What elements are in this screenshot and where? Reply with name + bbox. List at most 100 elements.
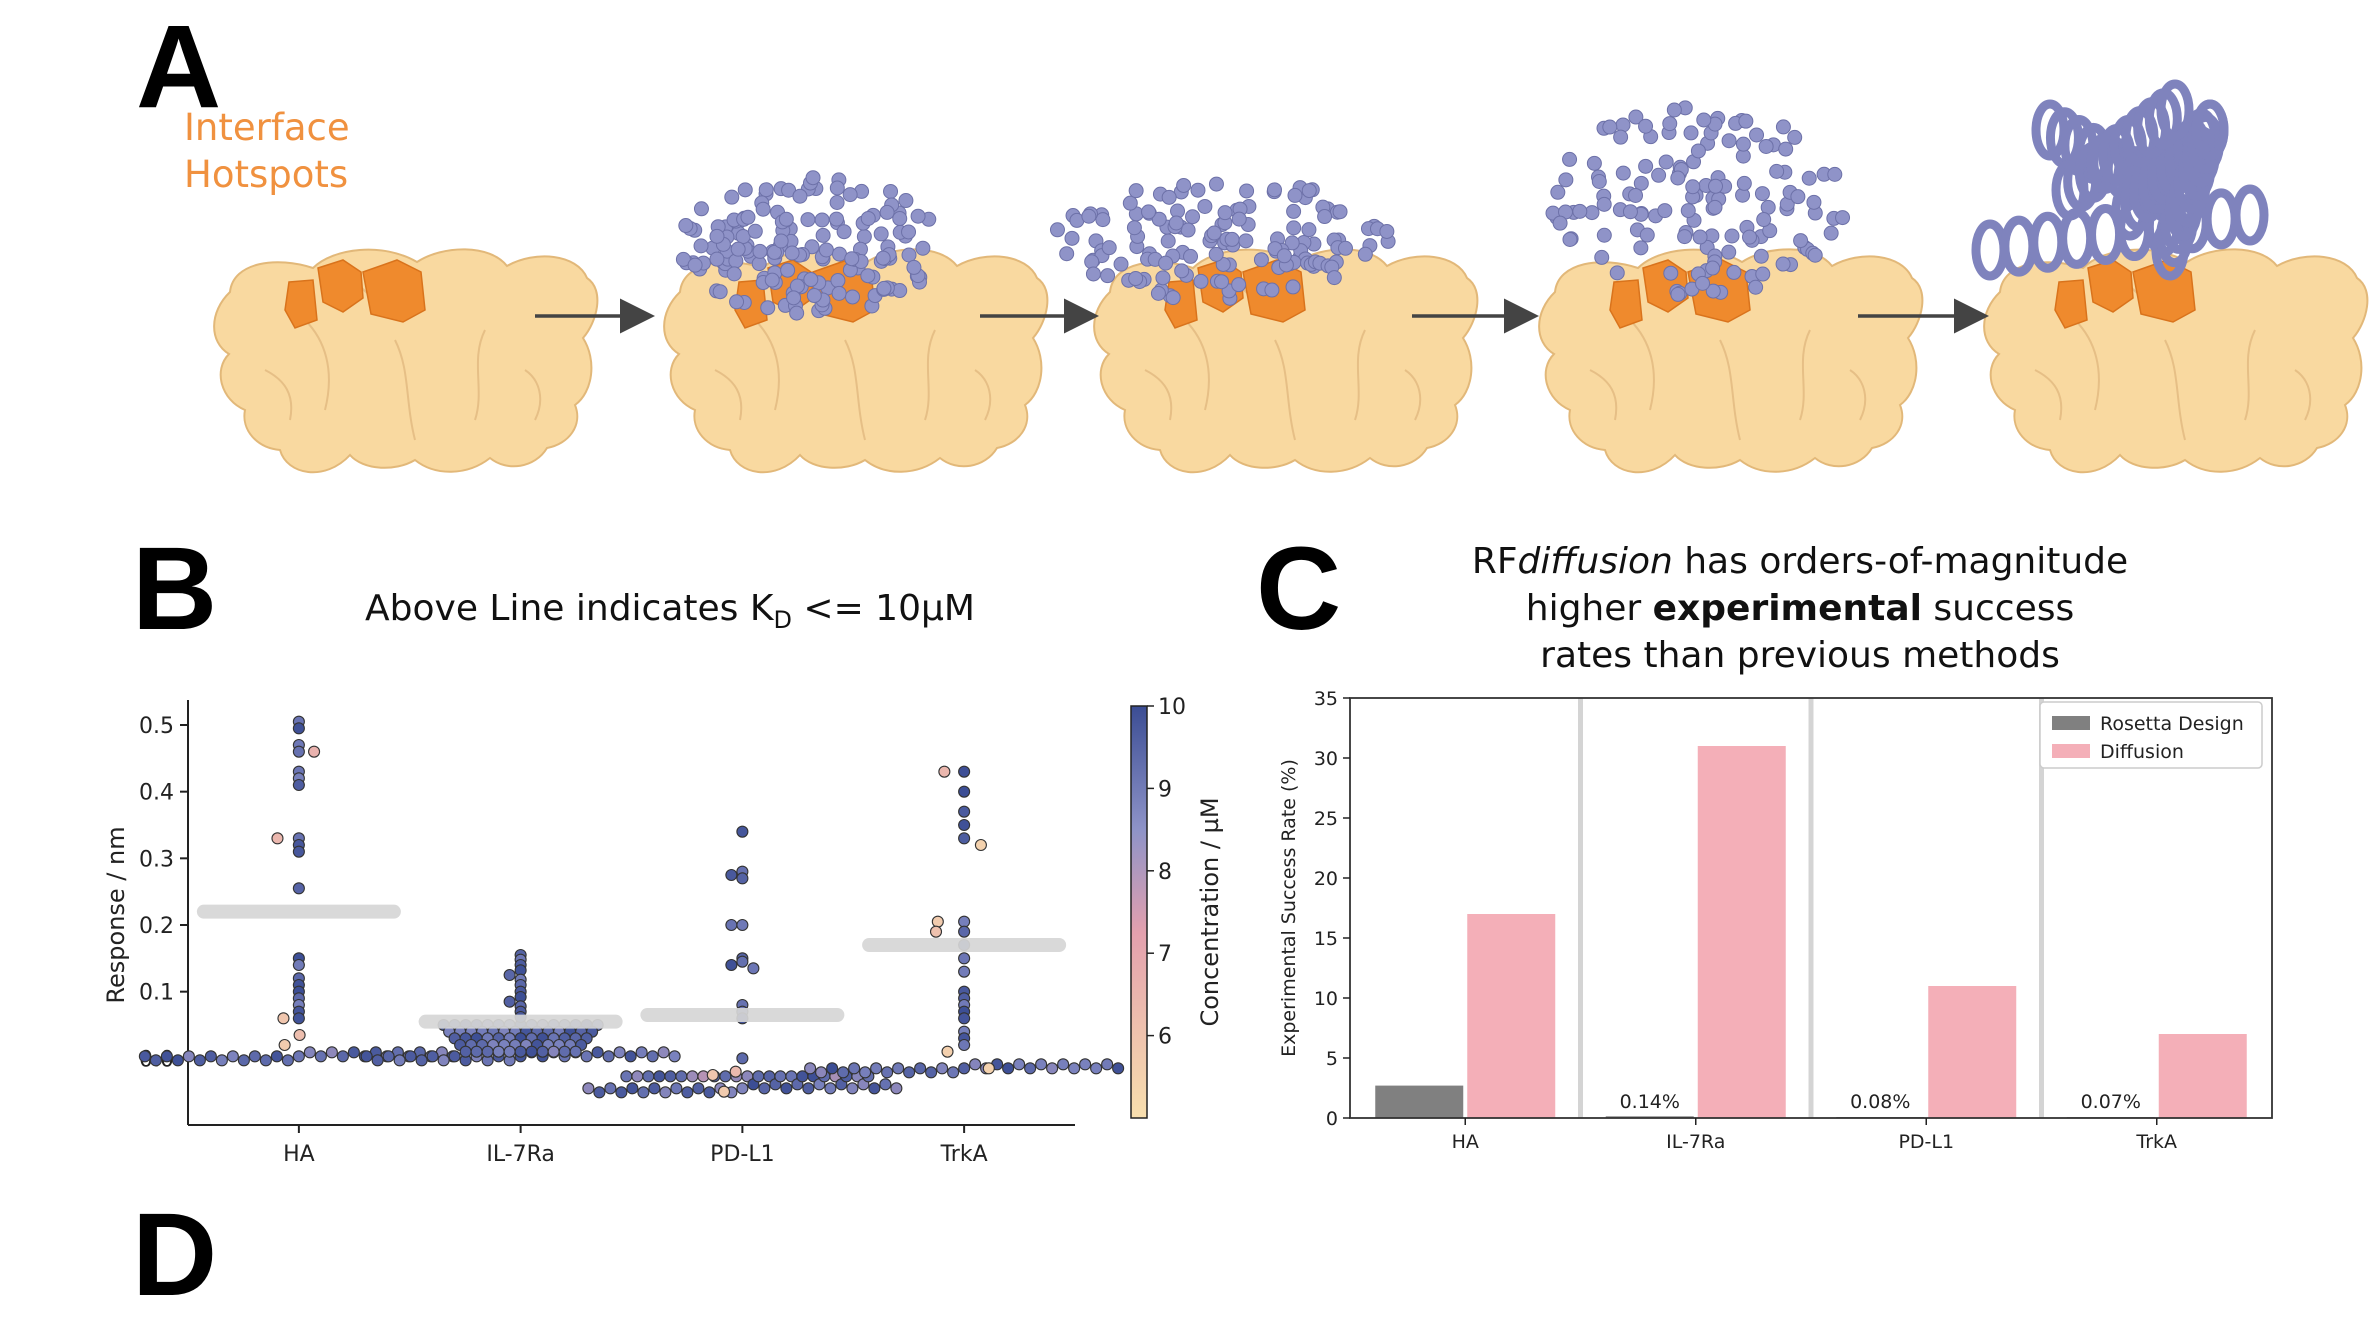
target-protein-surface-1 [213,248,599,474]
y-tick-label: 0.2 [139,914,174,939]
binder-sphere [1253,252,1269,268]
swarm-point [1002,1062,1015,1075]
swarm-point [725,918,738,932]
binder-sphere [1550,184,1566,200]
swarm-point [758,1082,771,1095]
swarm-point [292,845,305,858]
binder-sphere [726,266,742,282]
binder-sphere [747,223,763,239]
binder-sphere [1287,187,1303,203]
binder-sphere [764,272,780,288]
binder-sphere [766,244,782,260]
chart-b-title-main: Above Line indicates K [365,588,774,629]
swarm-point [292,745,305,758]
swarm-point [736,872,749,885]
binder-sphere [1190,182,1206,198]
binder-sphere [1613,129,1629,145]
swarm-point [293,1028,306,1042]
swarm-point [635,1046,648,1059]
binder-sphere-cloud-1 [675,170,937,321]
binder-sphere [1663,265,1679,281]
helix-4 [2151,99,2229,281]
swarm-point [958,1062,971,1075]
swarm-point [536,1045,549,1058]
binder-sphere [844,251,860,267]
binder-sphere [1193,273,1209,289]
swarm-point [815,1066,828,1079]
binder-sphere [1695,275,1711,291]
binder-sphere [1284,235,1300,251]
binder-sphere [915,240,931,256]
swarm-point [415,1054,428,1067]
swarm-point [426,1050,439,1063]
swarm-point [914,1062,927,1075]
chart-c-title-line-2: higher experimental success [1525,588,2075,629]
swarm-point [668,1050,681,1063]
binder-sphere [800,212,816,228]
binder-design-trajectory-illustration [213,79,2369,474]
binder-sphere [1095,212,1111,228]
y-tick-label: 0.4 [139,781,174,806]
swarm-point [602,1050,615,1063]
swarm-point [278,1038,291,1052]
rosetta-value-label: 0.07% [2081,1091,2141,1113]
binder-sphere [1059,246,1075,262]
binder-sphere [873,226,889,242]
swarm-point [958,765,971,778]
binder-sphere [1705,283,1721,299]
binder-sphere [1835,210,1851,226]
swarm-point [393,1054,406,1067]
binder-sphere [1231,277,1247,293]
swarm-point [481,1045,494,1058]
swarm-point [615,1086,628,1099]
swarm-point [382,1050,395,1063]
chart-b-title-tail: <= 10µM [791,588,975,629]
success-rate-bar-chart: 0.14% 0.08% 0.07% 0 5 10 15 20 25 30 35 Experimenta… [1278,688,2273,1153]
swarm-point [292,722,305,735]
hotspot-label-line-2: Hotspots [184,153,349,196]
binder-sphere [709,251,725,267]
y-tick-label: 10 [1314,988,1338,1010]
swarm-IL-7Ra [360,948,681,1067]
binder-sphere [737,182,753,198]
swarm-point [936,1062,949,1075]
swarm-point [226,1050,239,1063]
binder-sphere [1158,255,1174,271]
binder-sphere [1185,209,1201,225]
binder-sphere [1337,240,1353,256]
swarm-point [558,1045,571,1058]
binder-sphere [709,228,725,244]
swarm-point [736,955,749,968]
swarm-point [974,838,987,852]
swarm-point [958,915,971,928]
helix-5 [2051,79,2194,221]
swarm-point [336,1050,349,1063]
swarm-point [1024,1062,1037,1075]
swarm-point [525,1045,538,1058]
swarm-point [591,1046,604,1059]
binder-sphere [1787,129,1803,145]
swarm-point [404,1050,417,1063]
y-tick-label: 0 [1326,1108,1338,1130]
binder-sphere [1628,187,1644,203]
binder-sphere [875,250,891,266]
target-protein-surface-5 [1983,248,2369,474]
binder-sphere-cloud-2 [1049,176,1396,306]
swarm-point [631,1070,644,1083]
swarm-point [1035,1058,1048,1071]
bar-rosetta-design-HA [1375,1085,1464,1118]
swarm-point [620,1070,633,1083]
swarm-point [1013,1058,1026,1071]
swarm-point [613,1046,626,1059]
swarm-point [582,1082,595,1095]
legend-label: Diffusion [2100,741,2184,763]
x-tick-label: PD-L1 [710,1142,774,1167]
helix-turn [2191,99,2229,161]
swarm-point [958,832,971,845]
swarm-point [547,1045,560,1058]
swarm-point [826,1062,839,1075]
binder-sphere [1683,125,1699,141]
binder-sphere [760,300,776,316]
colorbar-tick-label: 8 [1158,860,1172,885]
target-protein-surface-3 [1093,248,1479,474]
